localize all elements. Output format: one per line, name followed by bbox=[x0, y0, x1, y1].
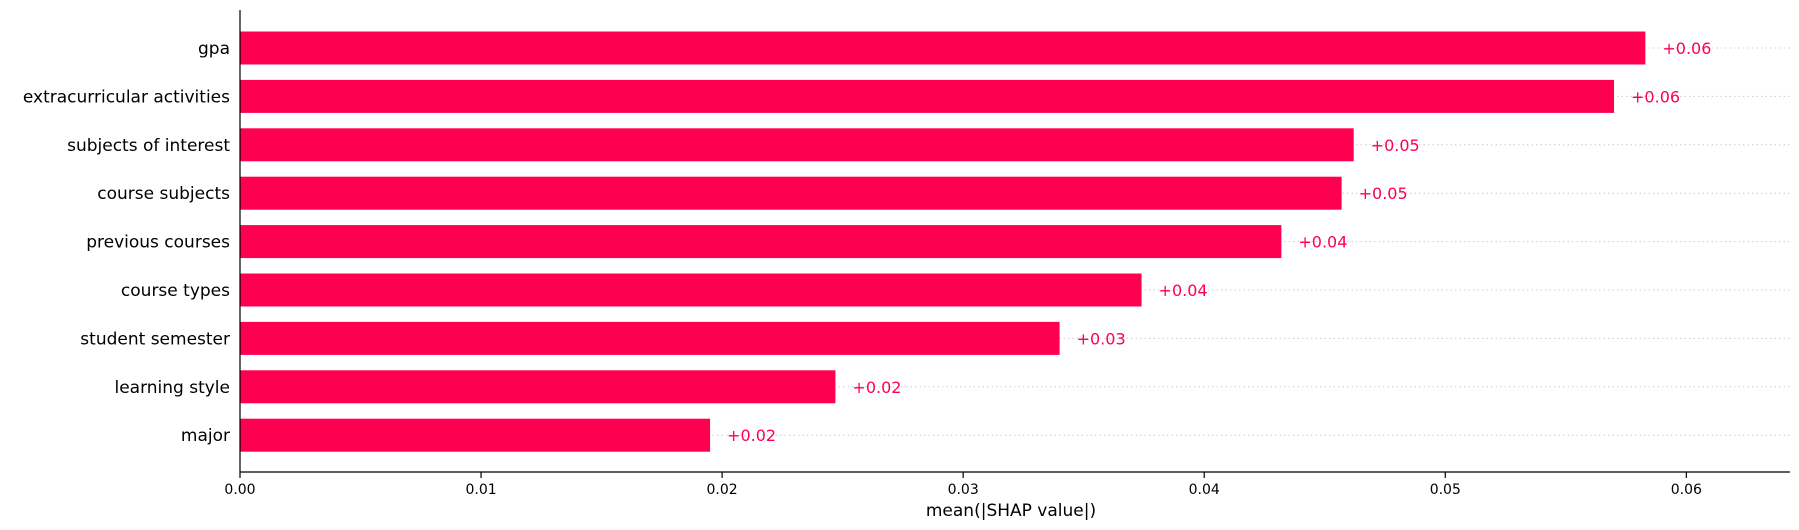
bar-course-subjects bbox=[240, 176, 1342, 210]
feature-label: course subjects bbox=[97, 184, 230, 204]
feature-label: gpa bbox=[198, 39, 230, 59]
value-label: +0.04 bbox=[1298, 233, 1347, 252]
value-label: +0.06 bbox=[1662, 39, 1711, 58]
x-tick-label: 0.03 bbox=[948, 482, 979, 498]
bar-learning-style bbox=[240, 370, 836, 404]
value-label: +0.02 bbox=[852, 378, 901, 397]
x-tick-label: 0.01 bbox=[465, 482, 496, 498]
value-label: +0.02 bbox=[727, 426, 776, 445]
x-axis-title: mean(|SHAP value|) bbox=[926, 501, 1096, 521]
feature-label: subjects of interest bbox=[67, 136, 230, 156]
feature-label: major bbox=[181, 426, 230, 446]
feature-label: learning style bbox=[114, 378, 230, 398]
feature-label: previous courses bbox=[86, 233, 230, 253]
value-labels: +0.06 +0.06 +0.05 +0.05 +0.04 +0.04 +0.03 +0.02… bbox=[727, 39, 1711, 445]
bar-student-semester bbox=[240, 321, 1060, 355]
value-label: +0.04 bbox=[1159, 281, 1208, 300]
bars bbox=[240, 31, 1646, 452]
bar-subjects-of-interest bbox=[240, 128, 1354, 162]
x-tick-label: 0.04 bbox=[1189, 482, 1220, 498]
x-tick-label: 0.06 bbox=[1671, 482, 1702, 498]
feature-label: extracurricular activities bbox=[23, 87, 230, 107]
x-ticks: 0.00 0.01 0.02 0.03 0.04 0.05 0.06 bbox=[224, 472, 1702, 498]
bar-course-types bbox=[240, 273, 1142, 307]
x-tick-label: 0.05 bbox=[1430, 482, 1461, 498]
feature-label: student semester bbox=[80, 329, 230, 349]
feature-labels: gpa extracurricular activities subjects of… bbox=[23, 39, 230, 446]
bar-previous-courses bbox=[240, 225, 1282, 259]
value-label: +0.06 bbox=[1631, 87, 1680, 106]
value-label: +0.05 bbox=[1371, 136, 1420, 155]
bar-gpa bbox=[240, 31, 1646, 65]
x-tick-label: 0.02 bbox=[707, 482, 738, 498]
bar-extracurricular-activities bbox=[240, 79, 1615, 113]
x-tick-label: 0.00 bbox=[224, 482, 255, 498]
bar-major bbox=[240, 418, 711, 452]
feature-label: course types bbox=[121, 281, 230, 301]
value-label: +0.03 bbox=[1077, 329, 1126, 348]
value-label: +0.05 bbox=[1359, 184, 1408, 203]
axes bbox=[239, 10, 1790, 473]
